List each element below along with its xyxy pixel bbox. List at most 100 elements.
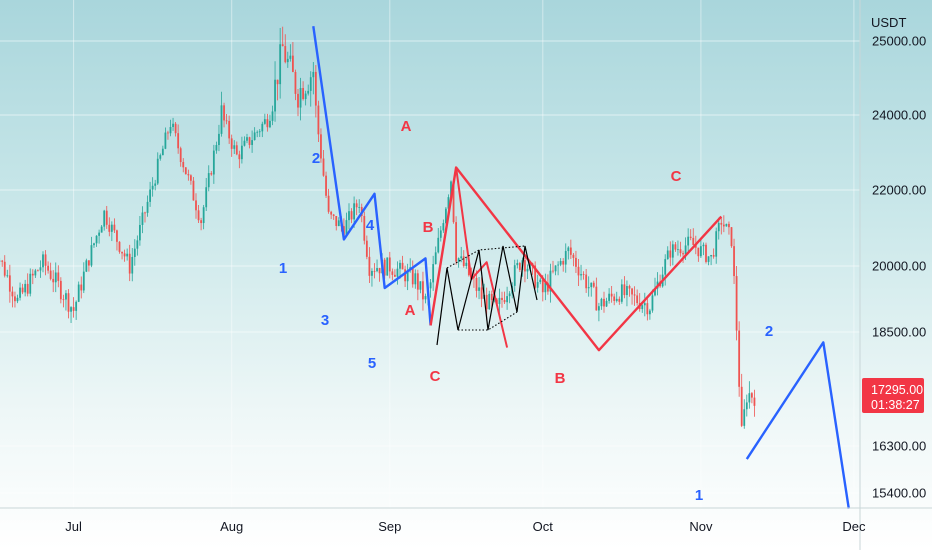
candle — [585, 268, 588, 293]
candle — [643, 292, 646, 317]
correction-label-c: C — [671, 168, 682, 185]
candle — [100, 224, 103, 233]
candle-body — [72, 307, 75, 311]
candle-body — [304, 93, 307, 100]
candle-body — [707, 256, 710, 262]
candle-body — [628, 286, 631, 289]
candle-body — [200, 220, 202, 224]
candle — [281, 26, 284, 47]
candle — [572, 253, 575, 267]
candle-body — [564, 251, 567, 265]
candle-body — [159, 155, 162, 159]
y-tick-label: 15400.00 — [872, 486, 926, 501]
candle — [174, 122, 177, 137]
candle-body — [524, 260, 526, 272]
y-axis[interactable]: 25000.00 24000.00 22000.00 20000.00 18500.00… — [872, 34, 926, 501]
candle — [386, 257, 389, 276]
candle — [8, 264, 11, 303]
candle — [753, 389, 756, 417]
candle — [37, 269, 39, 272]
candle-body — [460, 256, 463, 259]
impulse-label-5: 5 — [368, 355, 376, 372]
y-tick-label: 16300.00 — [872, 439, 926, 454]
candle — [480, 277, 483, 308]
candle — [350, 208, 353, 224]
candle-body — [544, 282, 547, 293]
candle-body — [654, 288, 656, 296]
candle-body — [309, 77, 312, 91]
impulse-label-3: 3 — [321, 312, 329, 329]
candle-body — [126, 253, 129, 257]
candle — [429, 279, 432, 298]
candle-body — [498, 297, 501, 305]
candle-body — [552, 270, 554, 272]
candle — [169, 119, 172, 137]
candle-body — [646, 303, 649, 315]
candle — [424, 293, 427, 304]
candle-body — [518, 263, 521, 270]
candle-body — [368, 256, 371, 276]
candle-body — [167, 132, 169, 134]
labels-layer: 1 2 3 4 5 A B C A B C 1 2 — [279, 118, 773, 504]
candle-body — [615, 298, 618, 301]
candle — [388, 251, 391, 279]
candle-body — [715, 231, 718, 257]
candle — [47, 261, 49, 274]
candle — [363, 211, 366, 245]
candle-body — [406, 270, 409, 282]
candle-body — [77, 284, 80, 302]
candle-body — [54, 272, 57, 283]
candle — [39, 260, 42, 278]
candle-body — [225, 120, 228, 122]
candle — [582, 271, 585, 280]
candle-body — [258, 131, 261, 133]
candle — [337, 217, 340, 227]
candle — [501, 291, 503, 308]
candle — [218, 124, 220, 152]
current-price-text: 17295.00 — [871, 383, 923, 397]
candle — [748, 381, 751, 409]
candle-body — [457, 258, 460, 262]
candle — [65, 290, 67, 311]
candle — [628, 284, 631, 297]
candle-body — [728, 223, 730, 228]
candle — [238, 150, 241, 169]
candle — [314, 65, 317, 118]
candle-body — [358, 207, 361, 208]
candle-body — [572, 254, 575, 258]
candle-body — [215, 145, 218, 151]
candle — [108, 217, 111, 237]
candle — [526, 264, 529, 279]
x-axis[interactable]: Jul Aug Sep Oct Nov Dec — [65, 519, 866, 534]
candle-body — [251, 140, 253, 145]
triangle-upper-trendline — [446, 245, 526, 269]
candle-body — [422, 281, 424, 300]
candle-body — [0, 260, 1, 262]
candle-body — [526, 268, 529, 272]
candle — [82, 262, 85, 294]
candle-body — [605, 300, 608, 307]
candle — [608, 288, 610, 304]
projection-label-2: 2 — [765, 323, 773, 340]
sub-label-a: A — [405, 302, 416, 319]
candle-body — [44, 254, 47, 266]
candle — [289, 44, 292, 62]
candle-body — [350, 211, 353, 220]
candle — [70, 306, 72, 324]
candle — [44, 250, 47, 276]
current-price-badge-bg — [862, 378, 924, 413]
impulse-label-4: 4 — [366, 217, 375, 234]
candle — [261, 121, 264, 138]
candle — [661, 266, 664, 288]
candle-body — [332, 214, 335, 217]
candle-body — [373, 270, 376, 272]
candle — [202, 204, 205, 230]
price-axis-area[interactable] — [860, 0, 932, 550]
candle — [712, 248, 715, 259]
candle — [567, 246, 570, 260]
candle — [422, 271, 424, 311]
candle — [498, 288, 501, 314]
candle-body — [177, 133, 180, 149]
